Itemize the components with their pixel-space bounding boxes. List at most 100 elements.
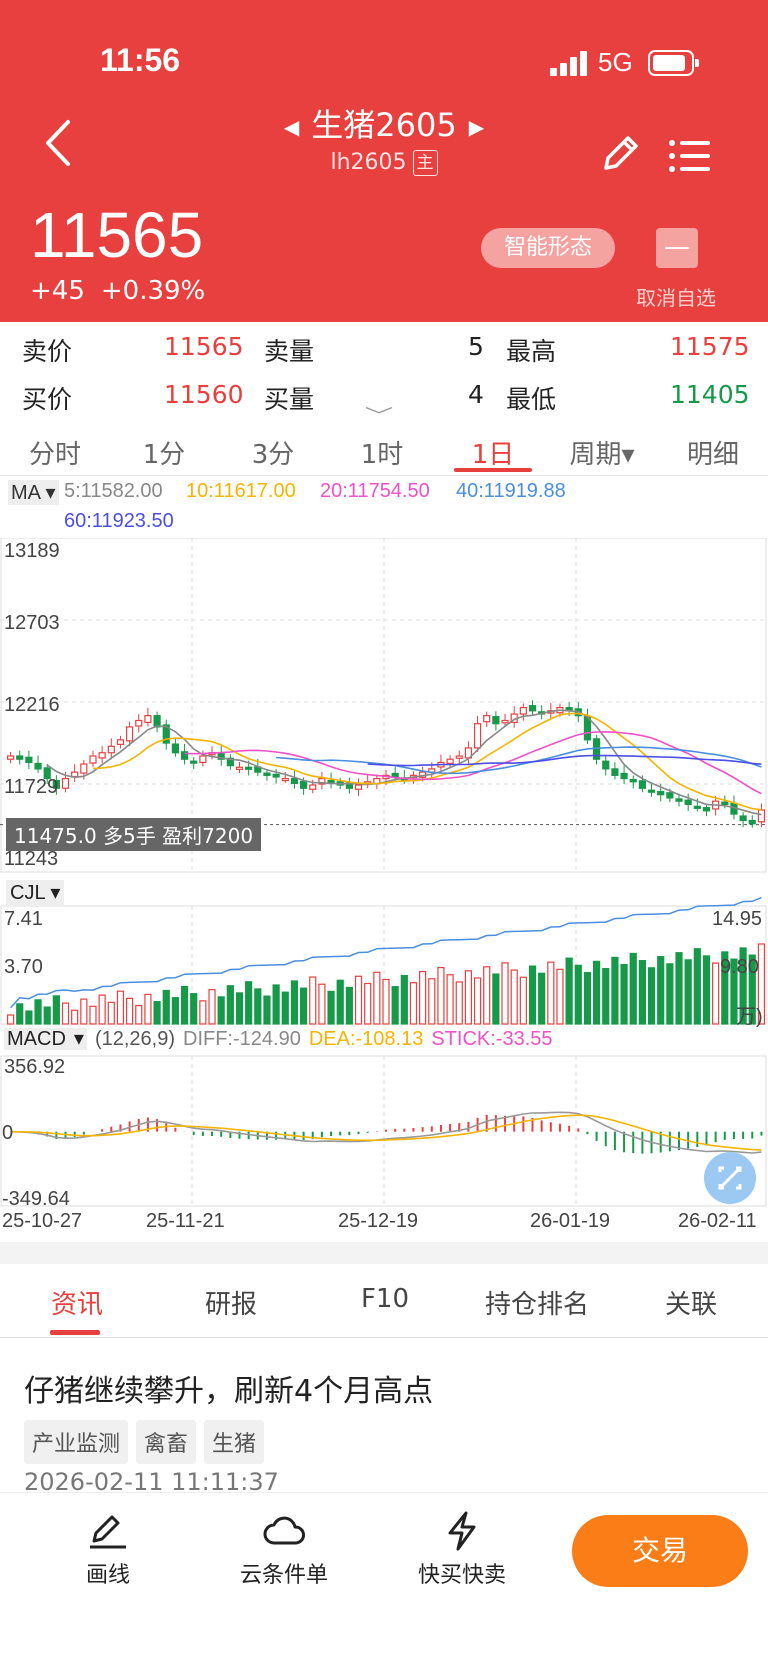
volume-bar bbox=[153, 1001, 161, 1025]
tab-1hour[interactable]: 1时 bbox=[360, 440, 404, 470]
date-label: 25-12-19 bbox=[338, 1210, 419, 1232]
tab-related[interactable]: 关联 bbox=[664, 1290, 717, 1320]
tab-detail[interactable]: 明细 bbox=[686, 440, 739, 470]
volume-bar bbox=[693, 948, 701, 1025]
volume-bar bbox=[116, 990, 125, 1025]
draw-line-label: 画线 bbox=[85, 1563, 130, 1588]
quote-header: 11:56 5G ◀ 生猪2605 ▶ lh2605 主 11565 +45 +0.39… bbox=[0, 0, 768, 322]
volume-axis-top: 7.41 bbox=[4, 908, 43, 930]
trade-button[interactable]: 交易 bbox=[572, 1515, 748, 1587]
volume-bar bbox=[712, 962, 720, 1025]
position-tag[interactable]: 11475.0 多5手 盈利7200 bbox=[6, 818, 262, 851]
news-tag[interactable]: 产业监测 bbox=[24, 1420, 129, 1464]
candle-body bbox=[354, 784, 363, 790]
edit-button[interactable] bbox=[596, 130, 644, 178]
volume-bar bbox=[382, 978, 390, 1025]
date-label: 25-10-27 bbox=[2, 1210, 83, 1232]
volume-bar bbox=[602, 967, 610, 1025]
volume-bar bbox=[565, 957, 573, 1025]
tab-1day[interactable]: 1日 bbox=[471, 440, 515, 470]
volume-bar bbox=[98, 994, 106, 1025]
candle-body bbox=[171, 743, 179, 754]
sell-volume: 5 bbox=[468, 332, 484, 361]
remove-favorite-label: 取消自选 bbox=[636, 286, 716, 310]
menu-button[interactable] bbox=[668, 138, 712, 174]
quick-trade-button[interactable]: 快买快卖 bbox=[402, 1511, 522, 1589]
ma-legend: MA ▾ 5:11582.00 10:11617.00 20:11754.50 … bbox=[0, 478, 768, 538]
news-tag[interactable]: 生猪 bbox=[204, 1420, 265, 1464]
candle-body bbox=[153, 715, 161, 728]
kline-chart[interactable] bbox=[0, 538, 768, 1238]
volume-bar bbox=[61, 1002, 70, 1025]
volume-bar bbox=[702, 955, 711, 1025]
buy-price: 11560 bbox=[164, 380, 244, 409]
price-axis-label: 13189 bbox=[4, 540, 60, 562]
quick-trade-label: 快买快卖 bbox=[417, 1563, 506, 1588]
macd-diff: DIFF:-124.90 bbox=[183, 1028, 301, 1050]
high-price: 11575 bbox=[670, 332, 750, 361]
ma20-line bbox=[184, 731, 762, 795]
ma-selector[interactable]: MA ▾ bbox=[8, 480, 59, 505]
battery-icon bbox=[648, 50, 699, 76]
section-divider bbox=[0, 1242, 768, 1264]
volume-bar bbox=[419, 970, 427, 1025]
tab-1min[interactable]: 1分 bbox=[142, 440, 186, 470]
candle-body bbox=[675, 798, 683, 802]
prev-contract-icon[interactable]: ◀ bbox=[283, 115, 300, 139]
volume-bar bbox=[272, 984, 280, 1025]
macd-dea-line bbox=[10, 1114, 762, 1151]
macd-selector[interactable]: MACD ▾ bbox=[4, 1028, 87, 1050]
macd-label: MACD bbox=[7, 1028, 66, 1050]
volume-bar bbox=[666, 963, 674, 1025]
volume-bar bbox=[556, 968, 564, 1025]
volume-bar bbox=[364, 982, 372, 1025]
candle-body bbox=[638, 780, 646, 789]
ma40-value: 40:11919.88 bbox=[456, 480, 566, 502]
volume-bar bbox=[80, 998, 88, 1025]
candle-body bbox=[226, 757, 234, 767]
expand-quote-icon[interactable]: ﹀ bbox=[364, 406, 394, 427]
fullscreen-button[interactable] bbox=[704, 1152, 756, 1204]
tab-f10[interactable]: F10 bbox=[360, 1284, 410, 1314]
candle-body bbox=[721, 801, 729, 805]
draw-line-button[interactable]: 画线 bbox=[48, 1511, 168, 1589]
date-label: 26-01-19 bbox=[530, 1210, 611, 1232]
tab-news[interactable]: 资讯 bbox=[50, 1290, 103, 1320]
buy-volume: 4 bbox=[468, 380, 484, 409]
candle-body bbox=[611, 768, 619, 776]
cjl-selector[interactable]: CJL ▾ bbox=[6, 880, 65, 905]
candle-body bbox=[6, 755, 15, 760]
volume-bar bbox=[483, 966, 491, 1025]
candle-body bbox=[25, 756, 33, 764]
candle-body bbox=[272, 773, 280, 778]
tab-timeshare[interactable]: 分时 bbox=[28, 440, 81, 470]
volume-bar bbox=[263, 995, 271, 1025]
chevron-left-icon bbox=[46, 120, 70, 166]
remove-favorite-button[interactable]: — bbox=[656, 228, 698, 268]
cloud-order-button[interactable]: 云条件单 bbox=[224, 1511, 344, 1589]
main-contract-badge: 主 bbox=[412, 150, 438, 176]
news-tag[interactable]: 禽畜 bbox=[136, 1420, 197, 1464]
smart-pattern-button[interactable]: 智能形态 bbox=[481, 228, 615, 268]
volume-bar bbox=[721, 951, 729, 1025]
next-contract-icon[interactable]: ▶ bbox=[468, 115, 485, 139]
tab-3min[interactable]: 3分 bbox=[251, 440, 295, 470]
volume-bar bbox=[611, 956, 619, 1025]
tab-period[interactable]: 周期▾ bbox=[569, 440, 635, 470]
candle-body bbox=[71, 771, 79, 778]
tab-position-ranking[interactable]: 持仓排名 bbox=[484, 1290, 589, 1320]
back-button[interactable] bbox=[40, 118, 80, 168]
news-title[interactable]: 仔猪继续攀升，刷新4个月高点 bbox=[24, 1374, 434, 1409]
low-label: 最低 bbox=[506, 385, 557, 414]
volume-bar bbox=[107, 1001, 115, 1025]
candle-body bbox=[702, 807, 711, 812]
candle-body bbox=[318, 777, 326, 785]
volume-bar bbox=[208, 989, 216, 1025]
tab-research[interactable]: 研报 bbox=[204, 1290, 257, 1320]
volume-bar bbox=[574, 964, 582, 1025]
buy-volume-label: 买量 bbox=[264, 385, 315, 414]
candle-body bbox=[245, 766, 253, 770]
volume-bar bbox=[757, 943, 766, 1025]
news-time: 2026-02-11 11:11:37 bbox=[24, 1468, 279, 1496]
candle-body bbox=[116, 739, 125, 745]
